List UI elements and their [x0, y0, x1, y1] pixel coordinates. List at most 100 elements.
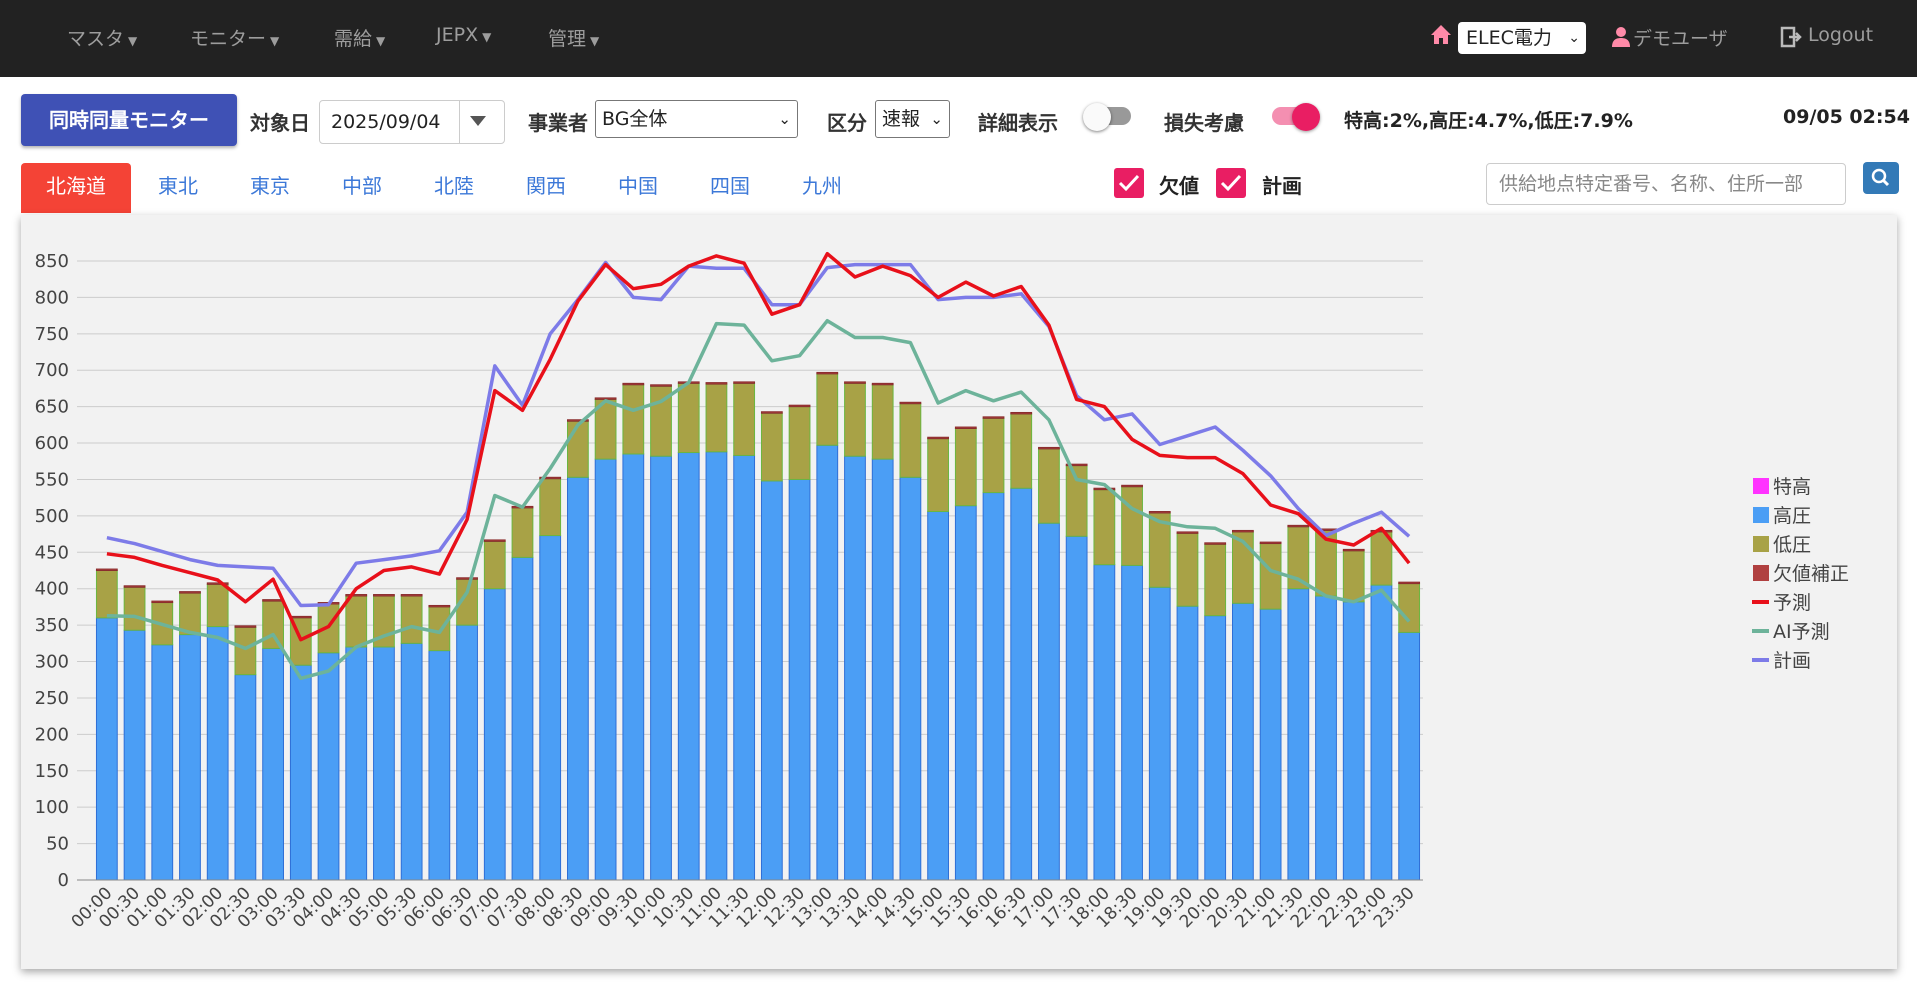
user-menu[interactable]: デモユーザ: [1633, 28, 1728, 50]
missing-value-label: 欠値: [1159, 174, 1199, 198]
search-icon: [1871, 168, 1890, 187]
tab-kansai[interactable]: 関西: [526, 174, 566, 198]
bar-high-voltage: [1315, 595, 1337, 881]
bar-missing-correction: [1065, 463, 1088, 467]
bar-low-voltage: [844, 382, 866, 457]
detail-view-toggle[interactable]: [1083, 103, 1133, 131]
bar-low-voltage: [1204, 543, 1227, 617]
bar-low-voltage: [345, 595, 368, 648]
nav-menu-admin[interactable]: 管理 ▼: [548, 28, 600, 50]
dropdown-arrow-icon[interactable]: [470, 116, 486, 126]
bar-missing-correction: [1176, 531, 1199, 534]
bar-low-voltage: [428, 606, 451, 652]
tab-hokkaido[interactable]: 北海道: [21, 163, 131, 213]
bar-low-voltage: [788, 406, 811, 480]
category-select[interactable]: 速報 ⌄: [875, 100, 950, 138]
bar-high-voltage: [234, 674, 257, 881]
simultaneous-monitor-button[interactable]: 同時同量モニター: [21, 94, 237, 146]
nav-menu-jepx[interactable]: JEPX ▼: [436, 24, 492, 46]
bar-low-voltage: [1038, 448, 1060, 524]
bar-high-voltage: [1287, 588, 1310, 881]
caret-down-icon: ▼: [128, 34, 138, 48]
tab-chugoku[interactable]: 中国: [618, 174, 658, 198]
bar-high-voltage: [844, 455, 866, 881]
company-select[interactable]: ELEC電力 ⌄: [1458, 22, 1586, 54]
bar-low-voltage: [234, 626, 257, 676]
tab-shikoku[interactable]: 四国: [710, 174, 750, 198]
loss-rates-text: 特高:2%,高圧:4.7%,低圧:7.9%: [1344, 110, 1633, 132]
target-date-label: 対象日: [250, 111, 310, 135]
legend-plan: 計画: [1773, 650, 1811, 672]
bar-high-voltage: [650, 455, 672, 881]
legend-special-high: 特高: [1773, 476, 1811, 498]
operator-select-value: BG全体: [602, 108, 668, 130]
operator-select[interactable]: BG全体 ⌄: [595, 100, 798, 138]
bar-low-voltage: [954, 427, 977, 507]
bar-high-voltage: [733, 454, 756, 881]
bar-high-voltage: [1342, 601, 1365, 881]
bar-missing-correction: [1398, 581, 1421, 585]
toggle-knob: [1292, 103, 1320, 131]
bar-missing-correction: [816, 371, 839, 375]
operator-label: 事業者: [528, 111, 588, 135]
bar-high-voltage: [262, 647, 284, 881]
bar-missing-correction: [262, 599, 284, 602]
bar-high-voltage: [511, 556, 534, 881]
bar-missing-correction: [760, 411, 783, 414]
tab-tohoku[interactable]: 東北: [158, 174, 198, 198]
tab-tokyo[interactable]: 東京: [250, 174, 290, 198]
checkmark-icon: [1220, 174, 1242, 192]
bar-missing-correction: [539, 476, 562, 480]
bar-high-voltage: [954, 505, 977, 881]
bar-low-voltage: [1342, 550, 1365, 603]
target-date-value: 2025/09/04: [331, 111, 441, 133]
y-tick-label: 500: [35, 506, 69, 527]
chevron-down-icon: ⌄: [1568, 30, 1580, 46]
tab-chubu[interactable]: 中部: [342, 174, 382, 198]
bar-low-voltage: [567, 420, 589, 478]
plan-checkbox[interactable]: [1216, 168, 1246, 198]
bar-low-voltage: [760, 412, 783, 482]
bar-missing-correction: [567, 419, 589, 422]
y-tick-label: 800: [35, 287, 69, 308]
bar-low-voltage: [927, 438, 949, 513]
category-select-value: 速報: [882, 108, 921, 130]
tab-hokuriku[interactable]: 北陸: [434, 174, 474, 198]
y-tick-label: 50: [46, 834, 69, 855]
y-tick-label: 100: [35, 797, 69, 818]
legend-missing-correction-swatch: [1753, 565, 1769, 581]
user-icon: [1612, 27, 1630, 47]
loss-consider-toggle[interactable]: [1268, 103, 1320, 131]
target-date-picker[interactable]: 2025/09/04: [319, 100, 505, 144]
bar-missing-correction: [788, 404, 811, 408]
nav-menu-master[interactable]: マスタ ▼: [67, 28, 138, 50]
plan-label: 計画: [1262, 174, 1302, 198]
bar-low-voltage: [871, 384, 894, 460]
bar-high-voltage: [483, 588, 506, 881]
missing-value-checkbox[interactable]: [1114, 168, 1144, 198]
nav-menu-monitor[interactable]: モニター ▼: [190, 28, 280, 50]
bar-high-voltage: [456, 624, 478, 881]
bar-low-voltage: [677, 382, 700, 454]
bar-high-voltage: [1148, 586, 1171, 881]
bar-missing-correction: [1010, 411, 1033, 415]
legend-high-voltage: 高圧: [1773, 505, 1811, 527]
legend-special-high-swatch: [1753, 478, 1769, 494]
logout-link[interactable]: Logout: [1808, 24, 1874, 46]
bar-low-voltage: [95, 570, 118, 619]
y-tick-label: 350: [35, 615, 69, 636]
bar-low-voltage: [1398, 583, 1421, 633]
bar-missing-correction: [1038, 446, 1060, 450]
bar-missing-correction: [871, 382, 894, 386]
search-button[interactable]: [1863, 162, 1899, 194]
supply-point-search-input[interactable]: 供給地点特定番号、名称、住所一部: [1486, 163, 1846, 205]
bar-low-voltage: [262, 600, 284, 649]
bar-high-voltage: [289, 664, 312, 881]
tab-kyushu[interactable]: 九州: [802, 174, 842, 198]
divider: [459, 101, 460, 143]
bar-missing-correction: [705, 382, 728, 385]
bar-missing-correction: [428, 604, 451, 608]
bar-missing-correction: [899, 401, 922, 405]
nav-menu-supply-demand[interactable]: 需給 ▼: [334, 28, 386, 50]
y-tick-label: 750: [35, 324, 69, 345]
